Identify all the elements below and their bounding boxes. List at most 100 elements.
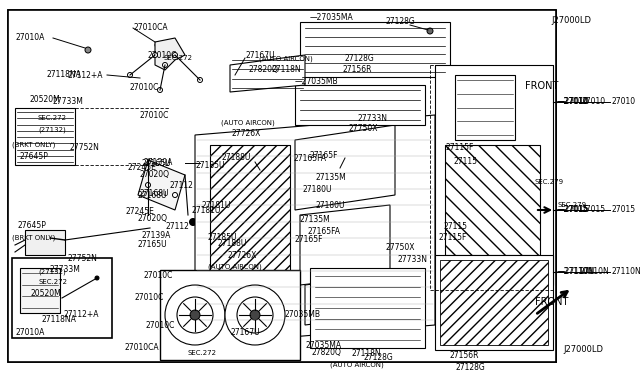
- Text: 27110N: 27110N: [612, 267, 640, 276]
- Text: —27010: —27010: [557, 97, 589, 106]
- Text: 27115: 27115: [444, 222, 467, 231]
- Text: 27010CA: 27010CA: [125, 343, 159, 352]
- Text: 27010C: 27010C: [130, 83, 159, 93]
- Text: —27015: —27015: [557, 205, 589, 215]
- Circle shape: [157, 87, 163, 93]
- Polygon shape: [138, 160, 185, 210]
- Text: 27245E: 27245E: [128, 164, 157, 173]
- Text: SEC.272: SEC.272: [163, 55, 192, 61]
- Text: 27128G: 27128G: [344, 54, 374, 63]
- Text: 27139A: 27139A: [142, 231, 172, 240]
- Text: —27110N: —27110N: [558, 267, 595, 276]
- Text: FRONT: FRONT: [525, 81, 558, 90]
- Text: 27112: 27112: [165, 222, 189, 231]
- Text: (AUTO AIRCON): (AUTO AIRCON): [208, 264, 262, 270]
- Text: —27015: —27015: [558, 205, 589, 215]
- Text: 27112: 27112: [170, 180, 194, 189]
- Circle shape: [189, 218, 196, 225]
- Polygon shape: [15, 108, 75, 165]
- Text: 27010: 27010: [582, 97, 606, 106]
- Text: 27118NA: 27118NA: [46, 70, 81, 79]
- Circle shape: [173, 52, 177, 58]
- Text: 27165F: 27165F: [294, 235, 323, 244]
- Bar: [8, 10, 556, 362]
- Text: 27010A: 27010A: [16, 328, 45, 337]
- Circle shape: [250, 310, 260, 320]
- Text: 27015: 27015: [612, 205, 636, 215]
- Text: 27752N: 27752N: [67, 254, 97, 263]
- Text: 27181U: 27181U: [192, 206, 221, 215]
- Text: 27188U: 27188U: [222, 154, 252, 163]
- Text: 27015: 27015: [582, 205, 606, 215]
- Text: 27181U: 27181U: [202, 201, 232, 209]
- Text: 27156R: 27156R: [450, 350, 479, 359]
- Text: FRONT: FRONT: [535, 297, 568, 307]
- Text: 27168U: 27168U: [140, 189, 169, 198]
- Circle shape: [163, 62, 168, 67]
- Text: 27726X: 27726X: [232, 129, 261, 138]
- Text: (AUTO AIRCON): (AUTO AIRCON): [259, 55, 313, 62]
- Text: 27726X: 27726X: [228, 250, 257, 260]
- Polygon shape: [305, 275, 385, 325]
- Text: —27010: —27010: [557, 97, 589, 106]
- Bar: [445, 145, 540, 255]
- Text: 27139A: 27139A: [144, 158, 173, 167]
- Text: 27188U: 27188U: [218, 239, 247, 248]
- Text: 27118NA: 27118NA: [42, 315, 77, 324]
- Bar: [12, 258, 112, 338]
- Bar: [440, 260, 548, 345]
- Text: 27010CA: 27010CA: [133, 23, 168, 32]
- Text: 27733M: 27733M: [52, 97, 83, 106]
- Text: 27180U: 27180U: [316, 201, 346, 209]
- Text: 20520M: 20520M: [31, 289, 61, 298]
- Text: 27750X: 27750X: [349, 124, 378, 133]
- Circle shape: [237, 297, 273, 333]
- Text: 27185U: 27185U: [207, 232, 237, 241]
- Text: (AUTO AIRCON): (AUTO AIRCON): [221, 119, 275, 126]
- Text: SEC.279: SEC.279: [534, 179, 564, 185]
- Circle shape: [198, 77, 202, 83]
- Text: SEC.272: SEC.272: [38, 115, 67, 121]
- Polygon shape: [300, 205, 390, 285]
- Text: (BRKT ONLY): (BRKT ONLY): [12, 235, 56, 241]
- Text: 27645P: 27645P: [19, 152, 48, 161]
- Text: SEC.272: SEC.272: [188, 350, 217, 356]
- Text: 27112+A: 27112+A: [64, 310, 99, 319]
- Polygon shape: [195, 115, 435, 345]
- Text: J27000LD: J27000LD: [552, 16, 591, 25]
- Bar: [20, 268, 60, 313]
- Text: —27035MB: —27035MB: [295, 77, 339, 87]
- Text: 27128G: 27128G: [455, 362, 484, 372]
- Text: 27110N: 27110N: [580, 267, 610, 276]
- Polygon shape: [155, 38, 185, 70]
- Text: 27010C: 27010C: [134, 293, 164, 302]
- Text: 27112+A: 27112+A: [68, 71, 104, 80]
- Text: 27168U: 27168U: [138, 190, 168, 199]
- Bar: [310, 268, 425, 348]
- Circle shape: [95, 276, 99, 280]
- Text: 27820Q: 27820Q: [312, 349, 342, 357]
- Circle shape: [177, 297, 213, 333]
- Text: 27165F: 27165F: [310, 151, 339, 160]
- Circle shape: [190, 310, 200, 320]
- Text: 27245E: 27245E: [125, 207, 154, 216]
- Polygon shape: [295, 125, 395, 210]
- Text: 27185U: 27185U: [195, 161, 225, 170]
- Text: 27167U: 27167U: [245, 51, 275, 60]
- Text: 27010C: 27010C: [144, 271, 173, 280]
- Polygon shape: [25, 230, 65, 255]
- Circle shape: [145, 183, 150, 187]
- Text: 27165FA: 27165FA: [293, 154, 326, 163]
- Text: 27128G: 27128G: [385, 17, 415, 26]
- Text: 27020Q: 27020Q: [138, 214, 168, 222]
- Circle shape: [152, 52, 157, 58]
- Text: J27000LD: J27000LD: [563, 346, 603, 355]
- Text: 27020Q: 27020Q: [140, 170, 170, 179]
- Text: —27010: —27010: [558, 97, 589, 106]
- Text: 27156R: 27156R: [342, 65, 372, 74]
- Text: 27010C: 27010C: [146, 321, 175, 330]
- Text: 27035MA: 27035MA: [306, 341, 342, 350]
- Text: 27115: 27115: [453, 157, 477, 167]
- Text: 27128G: 27128G: [364, 353, 393, 362]
- Text: 27180U: 27180U: [302, 185, 332, 194]
